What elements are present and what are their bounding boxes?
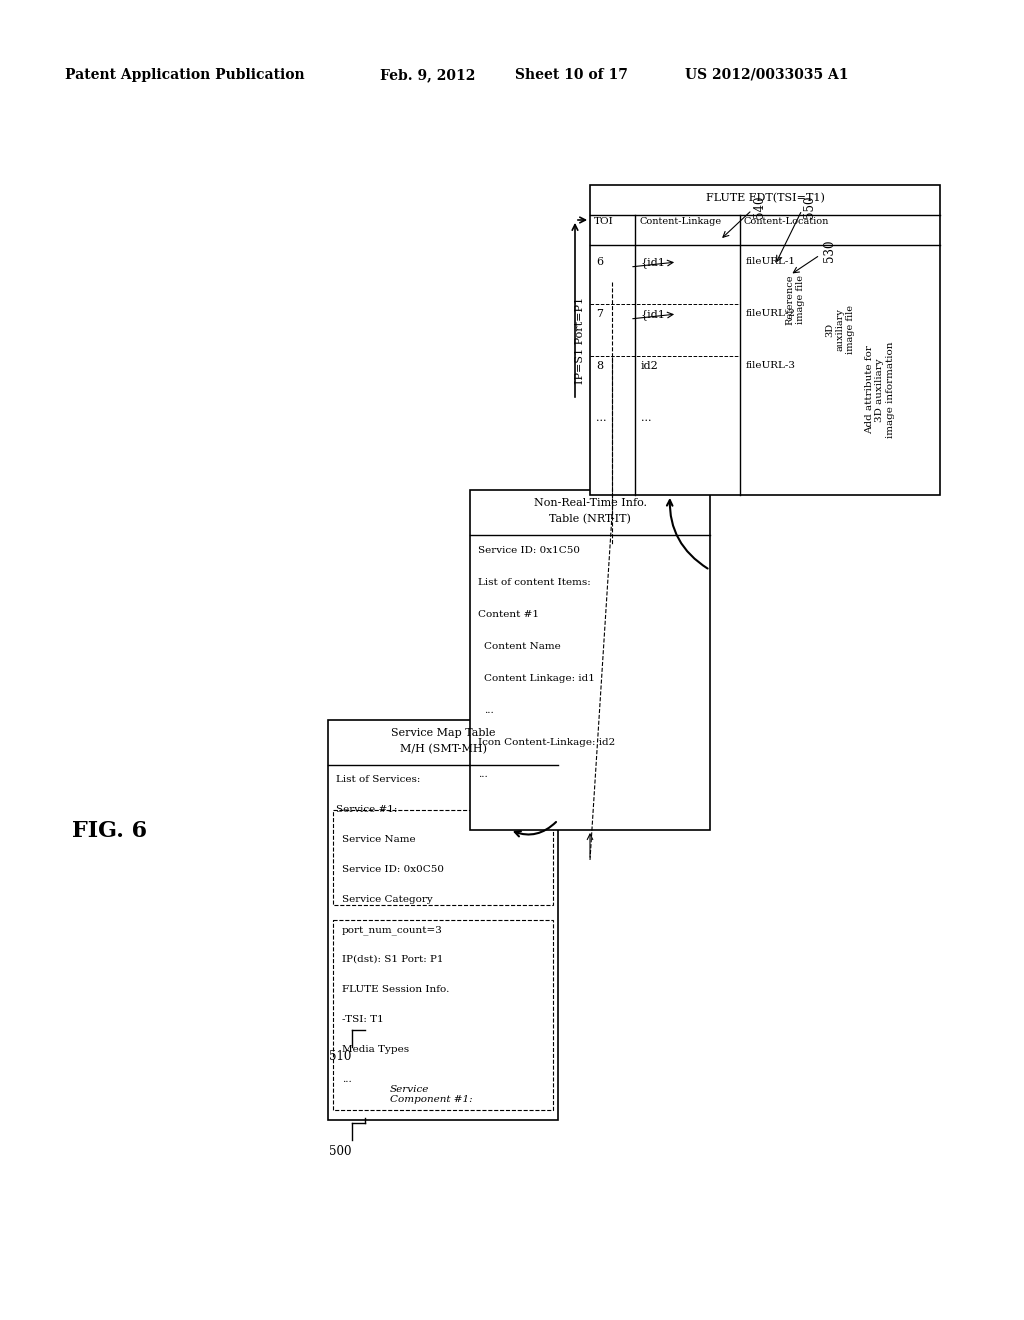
- Text: FIG. 6: FIG. 6: [72, 820, 147, 842]
- Text: fileURL-2: fileURL-2: [746, 309, 796, 318]
- Text: fileURL-1: fileURL-1: [746, 257, 796, 267]
- Text: 540: 540: [754, 195, 767, 218]
- Text: 8: 8: [596, 360, 603, 371]
- Text: 3D
auxiliary
image file: 3D auxiliary image file: [825, 305, 855, 355]
- Text: TOI: TOI: [594, 216, 613, 226]
- Text: Patent Application Publication: Patent Application Publication: [65, 69, 304, 82]
- Text: Content Linkage: id1: Content Linkage: id1: [484, 675, 595, 682]
- Text: Content-Location: Content-Location: [744, 216, 829, 226]
- Text: Icon Content-Linkage: id2: Icon Content-Linkage: id2: [478, 738, 615, 747]
- Text: ...: ...: [478, 770, 487, 779]
- Text: Content-Linkage: Content-Linkage: [639, 216, 721, 226]
- Text: Content Name: Content Name: [484, 642, 561, 651]
- Text: Service Map Table: Service Map Table: [391, 729, 496, 738]
- Text: {id1: {id1: [641, 257, 666, 268]
- Text: Table (NRT-IT): Table (NRT-IT): [549, 513, 631, 524]
- Text: Media Types: Media Types: [342, 1045, 410, 1053]
- Text: ...: ...: [641, 413, 651, 422]
- Text: ...: ...: [596, 413, 606, 422]
- Text: List of content Items:: List of content Items:: [478, 578, 591, 587]
- Text: {id1: {id1: [641, 309, 666, 319]
- Text: Add attribute for
3D auxiliary
image information: Add attribute for 3D auxiliary image inf…: [865, 342, 895, 438]
- Text: FLUTE FDT(TSI=T1): FLUTE FDT(TSI=T1): [706, 193, 824, 203]
- Text: Service ID: 0x1C50: Service ID: 0x1C50: [478, 546, 580, 554]
- Text: Content #1: Content #1: [478, 610, 539, 619]
- Text: ...: ...: [484, 706, 494, 715]
- Text: 500: 500: [329, 1144, 351, 1158]
- Text: Service
Component #1:: Service Component #1:: [390, 1085, 473, 1105]
- Bar: [333, 810, 553, 906]
- Text: 530: 530: [823, 240, 837, 263]
- Text: IP=S1 Port=P1: IP=S1 Port=P1: [575, 297, 585, 384]
- Text: fileURL-3: fileURL-3: [746, 360, 796, 370]
- Text: Service Name: Service Name: [342, 836, 416, 843]
- Text: Feb. 9, 2012: Feb. 9, 2012: [380, 69, 475, 82]
- Text: Service #1:: Service #1:: [336, 805, 397, 814]
- Text: 510: 510: [329, 1049, 351, 1063]
- Bar: [328, 719, 558, 1119]
- Text: Service ID: 0x0C50: Service ID: 0x0C50: [342, 865, 444, 874]
- Text: US 2012/0033035 A1: US 2012/0033035 A1: [685, 69, 849, 82]
- Text: Sheet 10 of 17: Sheet 10 of 17: [515, 69, 628, 82]
- Text: port_num_count=3: port_num_count=3: [342, 925, 442, 935]
- Text: M/H (SMT-MH): M/H (SMT-MH): [399, 744, 486, 754]
- Text: 6: 6: [596, 257, 603, 267]
- Text: List of Services:: List of Services:: [336, 775, 421, 784]
- Text: 7: 7: [596, 309, 603, 319]
- Text: FLUTE Session Info.: FLUTE Session Info.: [342, 985, 450, 994]
- Bar: [333, 920, 553, 1110]
- Text: Service Category: Service Category: [342, 895, 433, 904]
- Bar: [470, 490, 710, 830]
- Text: 550: 550: [804, 195, 816, 218]
- Text: id2: id2: [641, 360, 658, 371]
- Bar: [590, 185, 940, 495]
- Text: IP(dst): S1 Port: P1: IP(dst): S1 Port: P1: [342, 954, 443, 964]
- Text: ...: ...: [342, 1074, 352, 1084]
- Text: Reference
image file: Reference image file: [785, 275, 805, 325]
- Text: Non-Real-Time Info.: Non-Real-Time Info.: [534, 498, 646, 508]
- Text: -TSI: T1: -TSI: T1: [342, 1015, 384, 1024]
